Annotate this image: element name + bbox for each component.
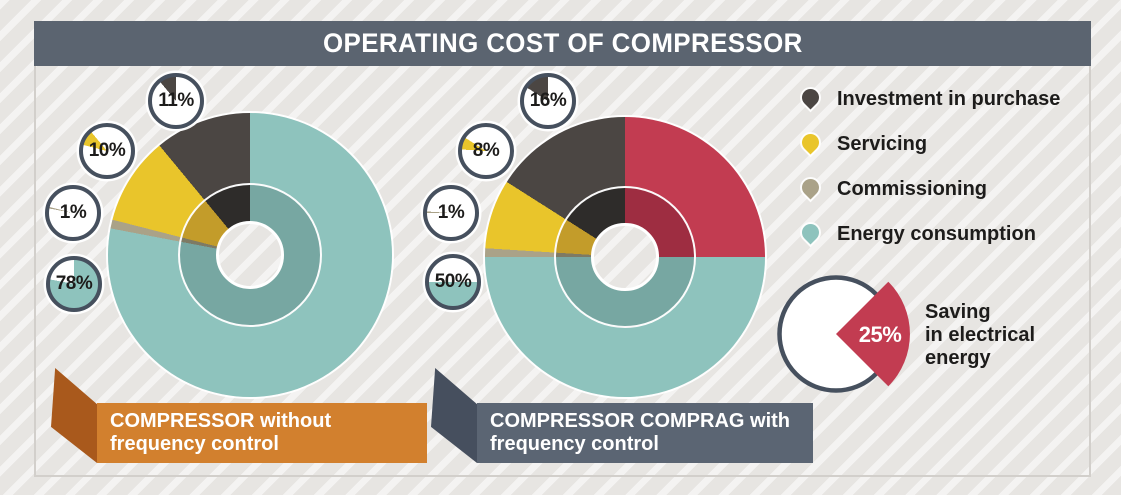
saving-caption: Saving in electrical energy (925, 301, 1035, 370)
legend-label: Commissioning (837, 178, 988, 200)
callout-value: 78% (55, 273, 93, 294)
callout-value: 1% (59, 202, 87, 223)
legend: Investment in purchase Servicing Commiss… (795, 77, 1060, 257)
saving-caption-line: in electrical (925, 324, 1036, 346)
callout-bubble-commissioning: 1% (45, 185, 101, 241)
callout-bubble-energy: 50% (425, 254, 481, 310)
callout-value: 1% (437, 202, 465, 223)
energy-pin-icon (797, 220, 823, 245)
donut-chart-without-frequency-control (108, 113, 392, 397)
saving-gauge (777, 275, 910, 393)
banner-line: frequency control (110, 433, 279, 455)
legend-label: Energy consumption (837, 223, 1036, 245)
callout-bubble-servicing: 10% (79, 123, 135, 179)
callout-bubble-energy: 78% (46, 256, 102, 312)
banner-comprag-with-frequency-control: COMPRESSOR COMPRAG with frequency contro… (477, 403, 813, 463)
servicing-pin-icon (797, 130, 823, 155)
legend-label: Investment in purchase (837, 88, 1061, 110)
callout-value: 8% (472, 140, 500, 161)
callout-bubble-servicing: 8% (458, 123, 514, 179)
callout-bubble-investment: 11% (148, 73, 204, 129)
saving-value: 25% (858, 322, 902, 347)
donut-chart-comprag-with-frequency-control (485, 117, 765, 397)
saving-wedge (836, 281, 910, 387)
legend-label: Servicing (837, 133, 928, 155)
donut-center-hole (591, 223, 659, 291)
legend-item-energy: Energy consumption (795, 212, 1060, 257)
banner-line: COMPRESSOR COMPRAG with (490, 410, 791, 432)
commissioning-pin-icon (797, 175, 823, 200)
investment-pin-icon (797, 85, 823, 110)
callout-bubble-investment: 16% (520, 73, 576, 129)
callout-value: 16% (529, 90, 567, 111)
legend-item-investment: Investment in purchase (795, 77, 1060, 122)
callout-bubble-commissioning: 1% (423, 185, 479, 241)
banner-line: COMPRESSOR without (110, 410, 332, 432)
title-bar: OPERATING COST OF COMPRESSOR (34, 21, 1091, 66)
saving-caption-line: Saving (925, 301, 991, 323)
callout-value: 50% (434, 271, 472, 292)
legend-item-commissioning: Commissioning (795, 167, 1060, 212)
callout-value: 10% (88, 140, 126, 161)
page-title: OPERATING COST OF COMPRESSOR (322, 28, 803, 58)
banner-without-frequency-control: COMPRESSOR without frequency control (97, 403, 427, 463)
banner-line: frequency control (490, 433, 659, 455)
donut-center-hole (215, 220, 285, 290)
callout-value: 11% (158, 90, 194, 111)
legend-item-servicing: Servicing (795, 122, 1060, 167)
saving-caption-line: energy (925, 347, 991, 369)
